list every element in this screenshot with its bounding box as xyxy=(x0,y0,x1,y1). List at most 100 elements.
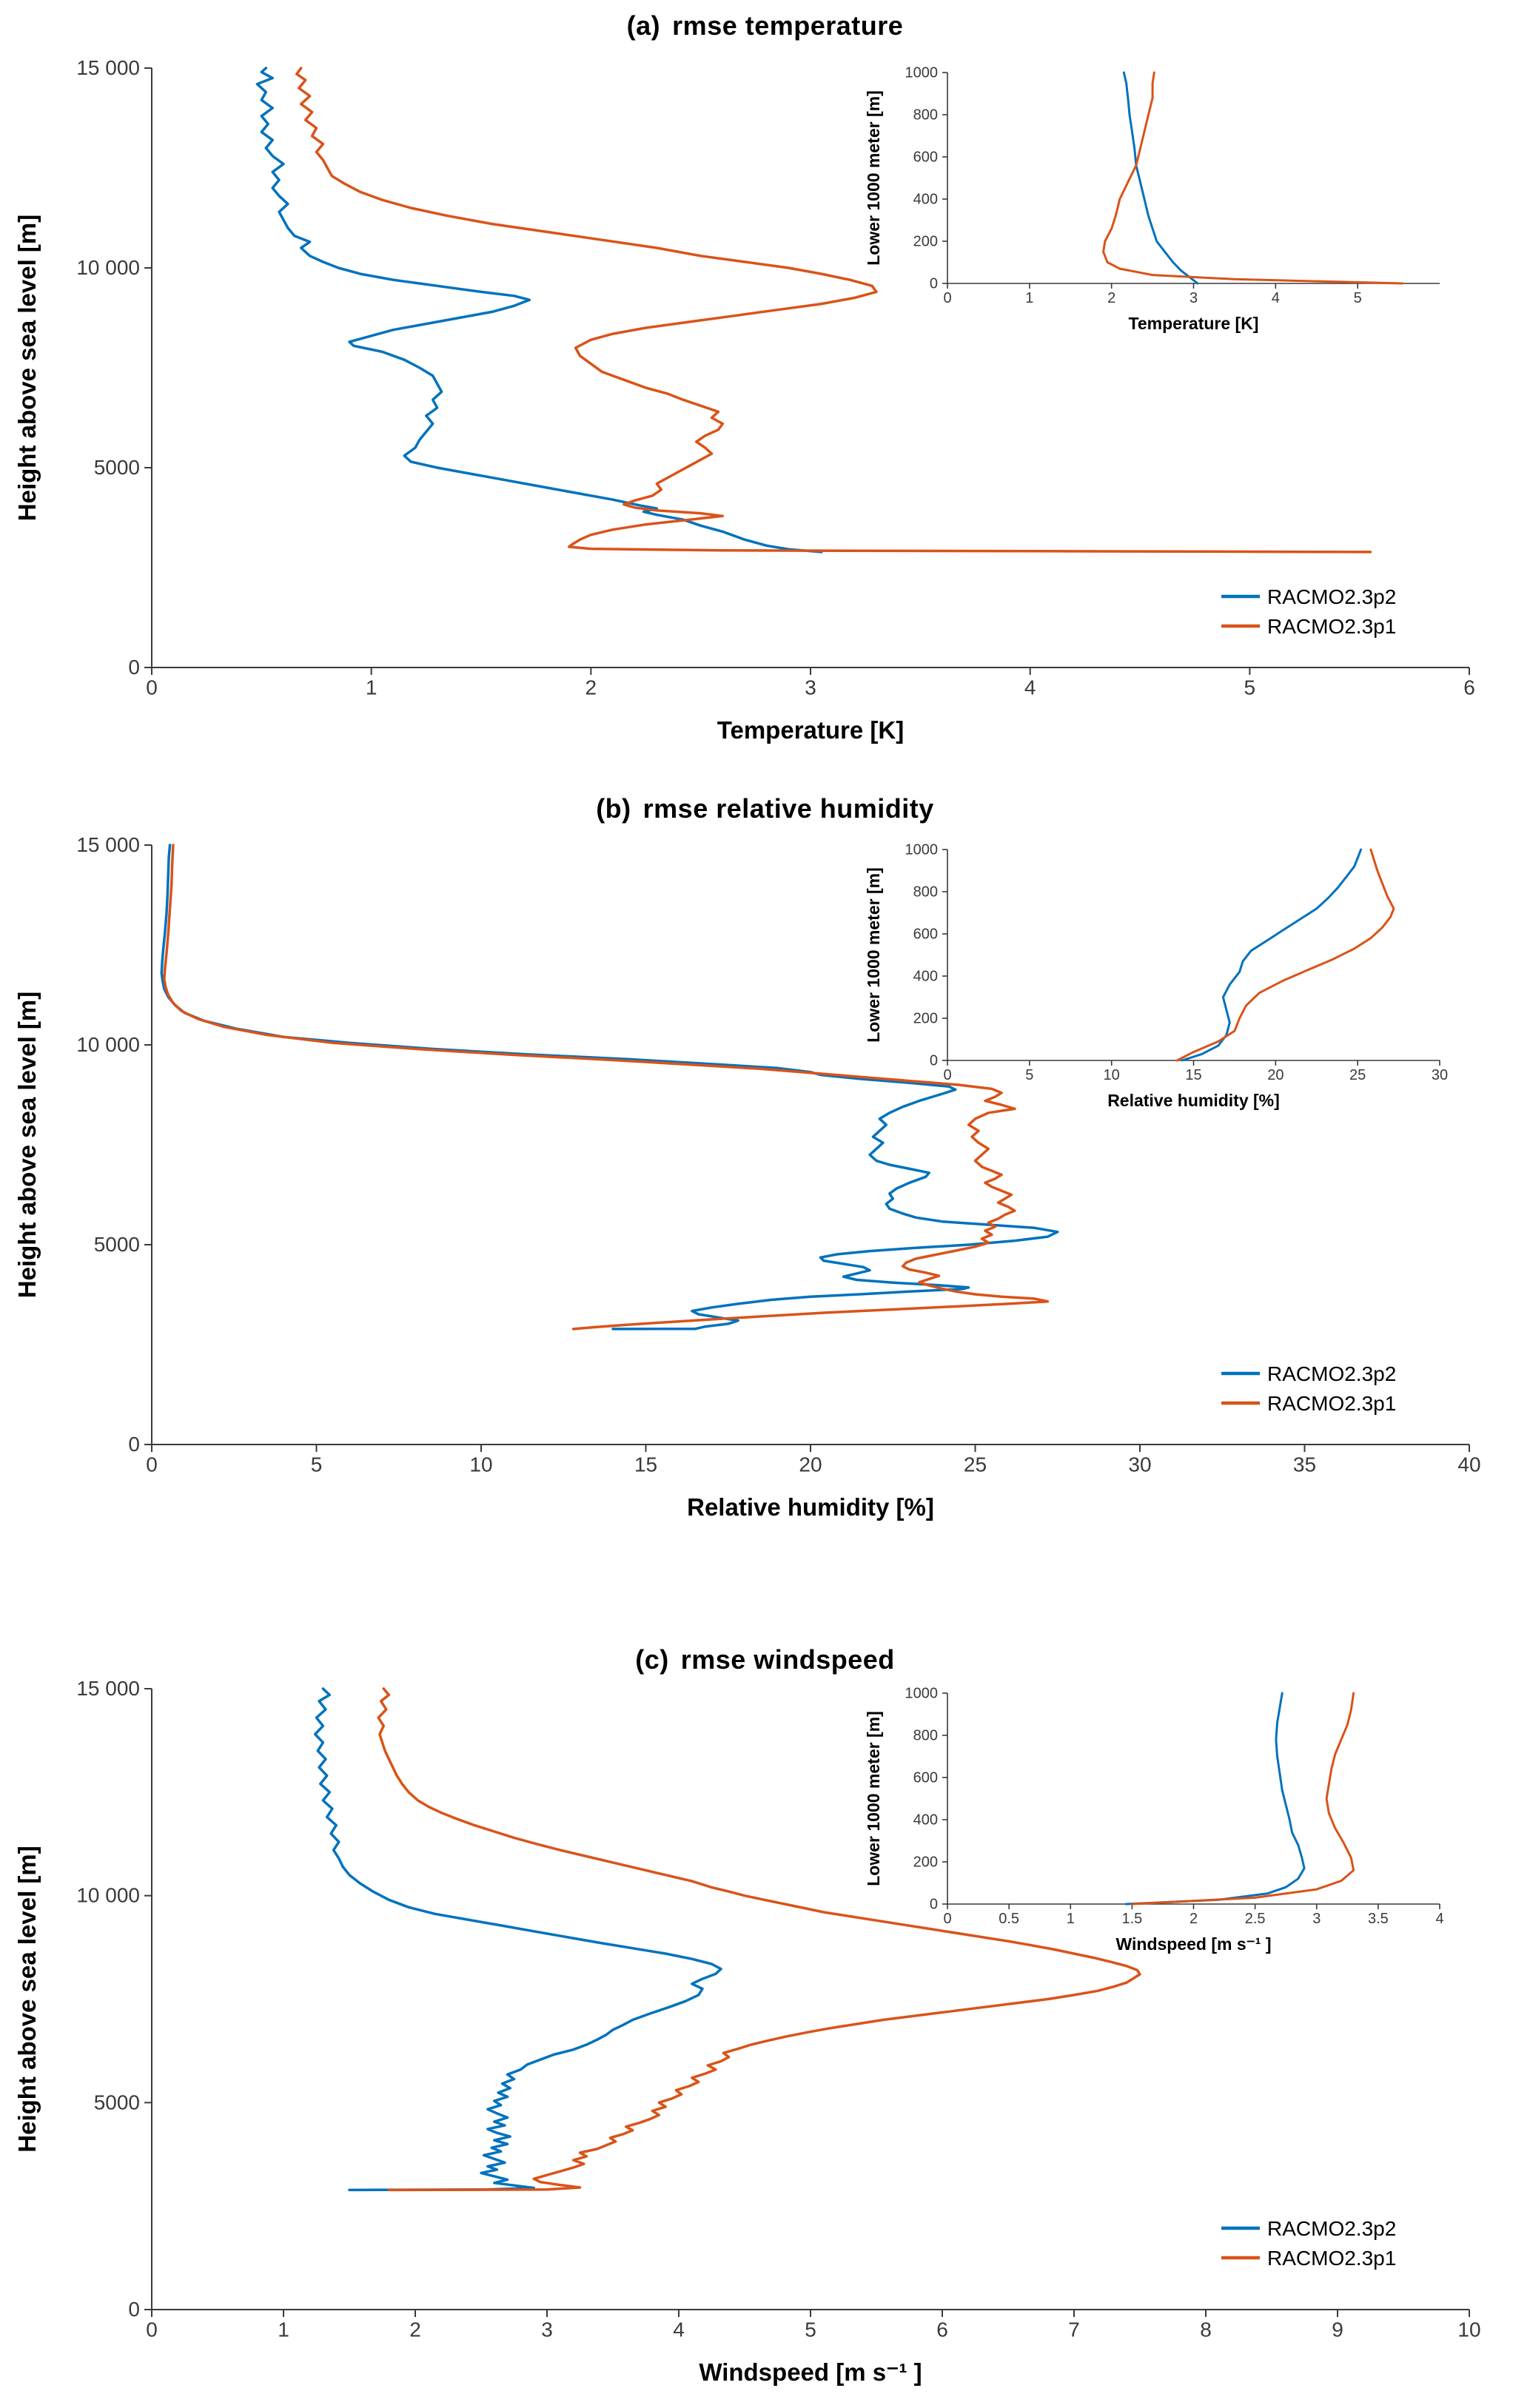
series-line-RACMO2.3p2 xyxy=(1122,71,1199,285)
y-tick-label: 0 xyxy=(930,275,938,292)
panel-rmse-windspeed: 0 1 2 3 4 5 6 7 8 9 10 0 5000 10 000 15 000 Windspeed [… xyxy=(0,1625,1530,2408)
legend-label-RACMO2.3p2: RACMO2.3p2 xyxy=(1267,1362,1396,1385)
x-tick-label: 0 xyxy=(943,1067,951,1083)
temperature-chart: 0 1 2 3 4 5 6 0 5000 10 000 15 000 Temperature [K] H… xyxy=(13,56,1475,744)
x-axis-label: Temperature [K] xyxy=(1129,314,1259,333)
series-line-RACMO2.3p2 xyxy=(255,67,823,554)
x-tick-label: 8 xyxy=(1200,2318,1212,2341)
x-tick-label: 0 xyxy=(146,1453,158,1476)
y-tick-label: 10 000 xyxy=(76,1033,140,1056)
x-tick-label: 1.5 xyxy=(1121,1911,1142,1927)
y-tick-label: 0 xyxy=(128,2298,140,2321)
y-axis-label: Lower 1000 meter [m] xyxy=(864,867,883,1042)
y-tick-label: 5000 xyxy=(94,1233,140,1256)
y-tick-label: 5000 xyxy=(94,2091,140,2113)
series-line-RACMO2.3p1 xyxy=(377,1687,1141,2192)
x-tick-label: 0 xyxy=(943,290,951,306)
x-tick-label: 30 xyxy=(1432,1067,1448,1083)
chart-title-prefix: (c) xyxy=(635,1644,669,1675)
legend-label-RACMO2.3p2: RACMO2.3p2 xyxy=(1267,585,1396,608)
legend-label-RACMO2.3p1: RACMO2.3p1 xyxy=(1267,2247,1396,2270)
x-axis-label: Windspeed [m s⁻¹ ] xyxy=(1116,1934,1272,1954)
x-tick-label: 25 xyxy=(964,1453,987,1476)
y-tick-label: 200 xyxy=(913,1010,938,1026)
x-tick-label: 40 xyxy=(1457,1453,1480,1476)
series-line-RACMO2.3p1 xyxy=(163,844,1050,1331)
x-tick-label: 10 xyxy=(469,1453,492,1476)
series-line-RACMO2.3p1 xyxy=(1130,1692,1355,1906)
panel-rmse-temperature: 0 1 2 3 4 5 6 0 5000 10 000 15 000 Temperature [K] H… xyxy=(0,4,1530,781)
y-tick-label: 15 000 xyxy=(76,1677,140,1700)
panel-rmse-relative-humidity: 0 5 10 15 20 25 30 35 40 0 5000 10 000 15 000 Relativ… xyxy=(0,781,1530,1558)
x-tick-label: 35 xyxy=(1293,1453,1316,1476)
y-axis-label: Height above sea level [m] xyxy=(13,215,41,521)
x-tick-label: 10 xyxy=(1457,2318,1480,2341)
y-axis-label: Height above sea level [m] xyxy=(13,992,41,1298)
x-tick-label: 4 xyxy=(1272,290,1280,306)
x-axis-label: Windspeed [m s⁻¹ ] xyxy=(699,2358,922,2386)
y-tick-label: 0 xyxy=(128,1433,140,1456)
y-tick-label: 600 xyxy=(913,149,938,165)
x-tick-label: 3 xyxy=(541,2318,553,2341)
chart-title-text: rmse relative humidity xyxy=(642,793,934,824)
x-tick-label: 5 xyxy=(1025,1067,1033,1083)
x-tick-label: 2.5 xyxy=(1245,1911,1266,1927)
y-axis-label: Lower 1000 meter [m] xyxy=(864,1711,883,1886)
series-line-RACMO2.3p2 xyxy=(313,1687,722,2192)
x-tick-label: 0 xyxy=(943,1911,951,1927)
y-tick-label: 200 xyxy=(913,1854,938,1870)
x-tick-label: 20 xyxy=(1267,1067,1284,1083)
series-line-RACMO2.3p1 xyxy=(1102,71,1404,285)
y-tick-label: 200 xyxy=(913,233,938,249)
y-tick-label: 0 xyxy=(930,1052,938,1069)
y-tick-label: 10 000 xyxy=(76,1884,140,1907)
x-tick-label: 4 xyxy=(673,2318,685,2341)
x-tick-label: 6 xyxy=(936,2318,948,2341)
x-tick-label: 1 xyxy=(278,2318,289,2341)
y-tick-label: 15 000 xyxy=(76,56,140,79)
y-tick-label: 10 000 xyxy=(76,256,140,279)
series-line-RACMO2.3p2 xyxy=(1181,848,1363,1062)
y-tick-label: 400 xyxy=(913,191,938,207)
y-axis-label: Lower 1000 meter [m] xyxy=(864,90,883,265)
x-tick-label: 2 xyxy=(1190,1911,1198,1927)
x-tick-label: 4 xyxy=(1024,676,1036,699)
x-axis-label: Temperature [K] xyxy=(717,716,904,744)
y-tick-label: 1000 xyxy=(905,1685,939,1701)
chart-title-prefix: (a) xyxy=(626,10,661,41)
chart-title-text: rmse temperature xyxy=(672,10,904,41)
chart-title-text: rmse windspeed xyxy=(680,1644,895,1675)
x-tick-label: 2 xyxy=(1107,290,1115,306)
x-tick-label: 15 xyxy=(1185,1067,1201,1083)
x-tick-label: 7 xyxy=(1068,2318,1080,2341)
y-tick-label: 15 000 xyxy=(76,833,140,856)
x-tick-label: 10 xyxy=(1104,1067,1120,1083)
y-tick-label: 0 xyxy=(930,1896,938,1912)
legend-label-RACMO2.3p1: RACMO2.3p1 xyxy=(1267,1392,1396,1415)
x-tick-label: 9 xyxy=(1332,2318,1343,2341)
y-tick-label: 400 xyxy=(913,968,938,984)
y-tick-label: 1000 xyxy=(905,64,939,81)
y-tick-label: 800 xyxy=(913,884,938,900)
x-tick-label: 5 xyxy=(1354,290,1362,306)
x-tick-label: 0 xyxy=(146,676,158,699)
x-tick-label: 0.5 xyxy=(999,1911,1019,1927)
series-line-RACMO2.3p2 xyxy=(1124,1692,1306,1906)
y-axis-label: Height above sea level [m] xyxy=(13,1846,41,2152)
x-tick-label: 4 xyxy=(1435,1911,1443,1927)
x-axis-label: Relative humidity [%] xyxy=(687,1493,934,1521)
x-tick-label: 3 xyxy=(1312,1911,1321,1927)
x-axis-label: Relative humidity [%] xyxy=(1107,1091,1280,1110)
chart-title-prefix: (b) xyxy=(596,793,631,824)
y-tick-label: 400 xyxy=(913,1812,938,1828)
y-tick-label: 0 xyxy=(128,656,140,679)
x-tick-label: 3 xyxy=(1190,290,1198,306)
legend-label-RACMO2.3p2: RACMO2.3p2 xyxy=(1267,2217,1396,2240)
x-tick-label: 2 xyxy=(409,2318,421,2341)
y-tick-label: 600 xyxy=(913,926,938,942)
x-tick-label: 2 xyxy=(586,676,597,699)
x-tick-label: 1 xyxy=(1025,290,1033,306)
series-line-RACMO2.3p1 xyxy=(295,67,1372,554)
x-tick-label: 1 xyxy=(366,676,378,699)
